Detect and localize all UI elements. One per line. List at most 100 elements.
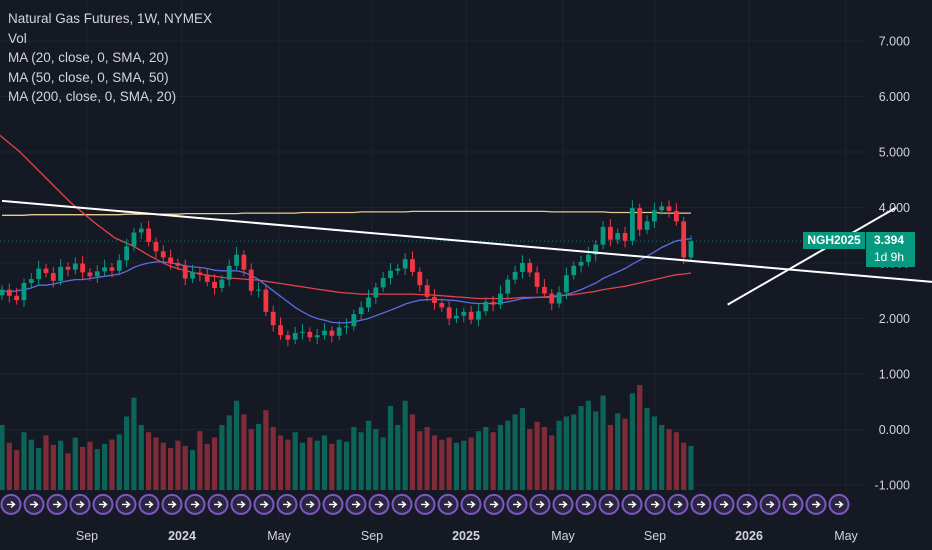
candle-body (285, 335, 291, 340)
candle-body (72, 263, 78, 270)
trendlines[interactable] (1, 199, 932, 306)
volume-bar (666, 429, 672, 490)
volume-bar (497, 424, 504, 490)
volume-bar (607, 424, 613, 490)
candle-body (58, 266, 64, 281)
candle-body (688, 241, 694, 258)
price-axis[interactable]: 7.0006.0005.0004.0003.0002.0001.0000.000… (875, 35, 911, 493)
candle-body (446, 307, 452, 319)
legend-ma50[interactable]: MA (50, close, 0, SMA, 50) (8, 69, 169, 85)
volume-bar (483, 427, 489, 490)
marker-arrow-icon (76, 500, 85, 508)
x-tick-label: 2025 (452, 529, 480, 543)
volume-bar (160, 442, 166, 490)
candle-body (380, 277, 386, 288)
candle-body (116, 260, 122, 271)
volume-bar (241, 414, 247, 490)
volume-bar (182, 445, 188, 490)
candle-body (226, 265, 232, 280)
candle-body (87, 272, 93, 277)
volume-bar (50, 444, 56, 490)
marker-arrow-icon (122, 500, 131, 508)
candle-body (36, 268, 42, 280)
marker-arrow-icon (214, 500, 223, 508)
volume-bar (321, 435, 328, 490)
volume-bar (87, 441, 93, 490)
candle-body (94, 271, 100, 277)
marker-arrow-icon (467, 500, 476, 508)
marker-arrow-icon (559, 500, 568, 508)
volume-bar (116, 434, 122, 490)
volume-bar (490, 432, 496, 490)
candle-body (241, 254, 247, 270)
volume-bar (453, 442, 460, 490)
volume-bar (28, 439, 34, 490)
marker-arrow-icon (145, 500, 154, 508)
candle-body (329, 330, 335, 336)
volume-bar (131, 397, 137, 490)
candle-body (644, 221, 650, 230)
volume-bar (468, 437, 474, 490)
event-markers (0, 493, 850, 515)
volume-bar (94, 449, 100, 490)
candle-body (637, 208, 643, 230)
volume-bar (578, 406, 584, 490)
legend-title[interactable]: Natural Gas Futures, 1W, NYMEX (8, 11, 213, 26)
candle-body (131, 232, 137, 247)
volume-bar (219, 424, 225, 490)
marker-arrow-icon (237, 500, 246, 508)
legend-vol[interactable]: Vol (8, 30, 27, 46)
volume-bar (637, 385, 643, 490)
marker-arrow-icon (191, 500, 200, 508)
x-tick-label: 2026 (735, 529, 763, 543)
candle-body (182, 265, 188, 279)
marker-arrow-icon (536, 500, 545, 508)
candle-body (586, 254, 591, 262)
candle-body (534, 272, 540, 287)
candle-body (593, 244, 599, 255)
volume-bar (373, 429, 379, 490)
marker-arrow-icon (260, 500, 269, 508)
volume-bar (343, 441, 350, 490)
marker-arrow-icon (812, 500, 821, 508)
volume-bar (299, 442, 306, 490)
candle-body (21, 282, 27, 301)
volume-bar (233, 400, 240, 490)
legend-ma20[interactable]: MA (20, close, 0, SMA, 20) (8, 50, 169, 65)
volume-bar (175, 440, 181, 490)
candle-body (542, 286, 547, 294)
y-tick-label: 1.000 (879, 368, 910, 382)
volume-bar (681, 442, 687, 490)
candle-body (681, 221, 687, 258)
legend-ma200[interactable]: MA (200, close, 0, SMA, 20) (8, 89, 177, 104)
trendline (727, 206, 897, 306)
candle-body (527, 263, 533, 273)
marker-arrow-icon (53, 500, 62, 508)
volume-bar (556, 420, 562, 490)
volume-bar (395, 424, 401, 490)
volume-bar (644, 408, 650, 490)
candle-body (219, 279, 225, 288)
candle-body (43, 268, 49, 273)
candle-body (417, 271, 423, 286)
candle-body (50, 272, 56, 281)
volume-bar (600, 395, 606, 490)
volume-bar (167, 448, 174, 490)
volume-bar (446, 437, 452, 490)
candle-body (102, 267, 108, 272)
candle-body (6, 289, 12, 296)
marker-arrow-icon (513, 500, 522, 508)
symbol-badge: NGH2025 (803, 232, 865, 249)
marker-arrow-icon (283, 500, 292, 508)
volume-bar (197, 431, 203, 490)
volume-bar (439, 439, 445, 490)
candle-body (498, 293, 503, 305)
marker-arrow-icon (582, 500, 591, 508)
candles (0, 200, 694, 347)
candle-body (358, 307, 364, 315)
time-axis[interactable]: Sep 2024 May Sep 2025 May Sep 2026 May (76, 529, 859, 543)
marker-arrow-icon (651, 500, 660, 508)
volume-bar (512, 414, 518, 490)
volume-bar (72, 437, 78, 490)
